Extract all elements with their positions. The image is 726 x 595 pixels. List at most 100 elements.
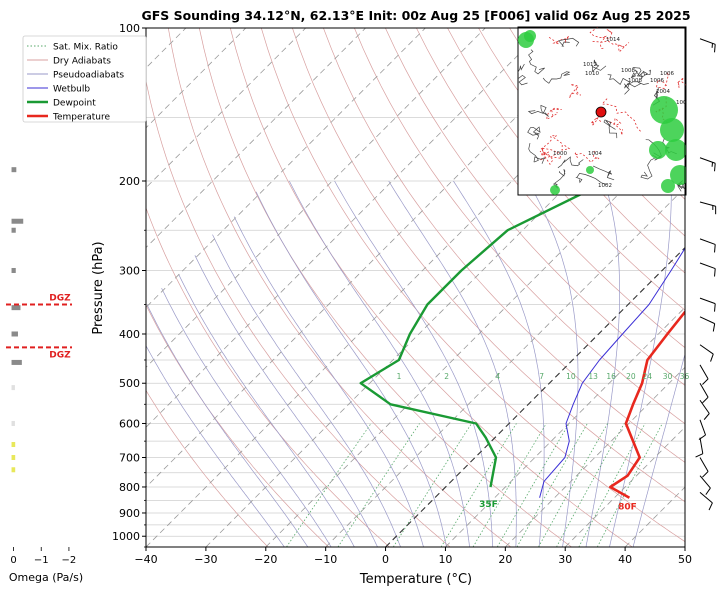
axes: −40 −30 −20 −10 0 10 20 30 40 50 100 200 300 400 500 60… — [112, 22, 692, 566]
surface-dewpoint-label: 35F — [479, 500, 498, 510]
mixing-ratio-label: 13 — [588, 372, 598, 381]
y-tick-label: 800 — [119, 481, 140, 494]
inset-surface-map: 1014 1012 1010 1008 1006 1004 1002 1000 1008 1004… — [517, 26, 687, 196]
mixing-ratio-label: 20 — [626, 372, 636, 381]
pseudoadiabat-line — [212, 234, 401, 547]
wind-barb — [699, 344, 714, 362]
isotherm-line — [564, 426, 685, 547]
wind-barb-flag — [702, 378, 709, 385]
wind-barb-staff — [699, 475, 711, 489]
omega-tick-label: −2 — [62, 555, 77, 566]
dry-adiabat-line — [146, 389, 269, 547]
dry-adiabat-line — [146, 206, 390, 547]
x-tick-label: −10 — [314, 553, 337, 566]
wind-barb — [699, 238, 716, 253]
wind-barb-flag — [695, 453, 704, 458]
wind-barb-staff — [699, 316, 715, 325]
inset-map-pressure-contour — [527, 104, 549, 117]
wind-barb — [698, 419, 707, 440]
mixing-ratio-line — [538, 423, 608, 547]
x-tick-label: −40 — [134, 553, 157, 566]
inset-map-contour-label: 1004 — [656, 89, 670, 95]
surface-temperature-label: 80F — [618, 503, 637, 513]
mixing-ratio-label: 16 — [606, 372, 616, 381]
legend-box — [22, 35, 147, 123]
dry-adiabat-line — [385, 28, 685, 386]
dry-adiabat-line — [696, 28, 726, 547]
wind-barb-staff — [699, 382, 709, 398]
mixing-ratio-label: 30 — [663, 372, 673, 381]
wind-barb-staff — [699, 262, 716, 270]
inset-map-pressure-contour — [593, 165, 615, 181]
legend-entry-label: Pseudoadiabats — [53, 71, 124, 81]
wetbulb-series-line — [539, 247, 685, 498]
inset-map-pressure-contour — [528, 49, 545, 75]
inset-map-thickness-contour — [601, 98, 642, 133]
legend-entry-label: Sat. Mix. Ratio — [53, 43, 118, 53]
wind-barb — [699, 157, 716, 172]
wind-barb-staff — [699, 364, 709, 380]
y-tick-label: 500 — [119, 377, 140, 390]
wind-barb-flag — [714, 268, 716, 277]
inset-map-thickness-contour — [589, 27, 602, 38]
wind-barb-flag — [702, 396, 709, 404]
isotherm-line — [146, 28, 486, 368]
legend-entry-label: Temperature — [52, 113, 110, 123]
wind-barb-flag — [712, 323, 716, 332]
omega-bar — [11, 420, 15, 426]
isotherm-line — [146, 28, 546, 428]
wind-barb — [695, 437, 704, 458]
omega-bar — [11, 227, 16, 233]
inset-map-precip-area — [649, 141, 667, 159]
x-tick-label: 50 — [678, 553, 692, 566]
pseudoadiabat-line — [255, 191, 447, 547]
inset-map-thickness-contour — [599, 29, 613, 49]
wind-barb-flag — [714, 163, 716, 172]
wind-barb-staff — [699, 437, 704, 454]
x-tick-label: 20 — [498, 553, 512, 566]
omega-panel: 0 −1 −2 DGZ DGZ — [6, 167, 76, 566]
wind-barb-flag — [714, 44, 716, 53]
y-tick-label: 300 — [119, 264, 140, 277]
wind-barb — [699, 457, 709, 478]
y-tick-label: 400 — [119, 328, 140, 341]
wind-barb — [699, 262, 716, 277]
pseudoadiabat-line — [334, 180, 494, 547]
wind-barb — [699, 364, 709, 385]
inset-map-thickness-contour — [592, 40, 630, 53]
inset-map-contour-label: 1012 — [583, 62, 597, 68]
pseudoadiabat-line — [632, 352, 685, 547]
reference-lines — [146, 28, 726, 547]
pseudoadiabat-line — [178, 273, 355, 547]
inset-map-contour-label: 1006 — [660, 71, 674, 77]
wind-barb-staff — [699, 344, 714, 355]
inset-map-location-marker — [595, 106, 607, 118]
y-tick-label: 900 — [119, 507, 140, 520]
wind-barb-staff — [699, 297, 716, 305]
x-tick-label: 10 — [438, 553, 452, 566]
inset-map-precip-area — [665, 139, 686, 161]
inset-map-pressure-contour — [630, 69, 644, 80]
pseudoadiabat-line — [585, 180, 620, 547]
x-tick-label: −20 — [254, 553, 277, 566]
inset-map-precip-area — [650, 96, 678, 124]
omega-tick-label: 0 — [10, 555, 16, 566]
omega-bar — [11, 167, 17, 173]
inset-map-pressure-contour — [558, 37, 580, 47]
wind-barb-staff — [699, 238, 716, 245]
pseudoadiabat-line — [146, 304, 309, 547]
inset-map-thickness-contour — [656, 70, 670, 89]
pseudoadiabat-line — [161, 288, 332, 547]
y-axis-label: Pressure (hPa) — [91, 241, 106, 334]
isotherm-line — [146, 28, 247, 129]
inset-map-contour-label: 1010 — [585, 71, 599, 77]
omega-bar — [11, 467, 16, 473]
x-tick-label: 40 — [618, 553, 632, 566]
inset-map-pressure-contour — [640, 154, 658, 180]
inset-map-thickness-contour — [676, 77, 686, 89]
inset-map-pressure-contour — [591, 59, 607, 73]
wind-barb-staff — [699, 399, 710, 414]
dry-adiabat-line — [146, 79, 451, 547]
mixing-ratio-line — [496, 423, 570, 547]
